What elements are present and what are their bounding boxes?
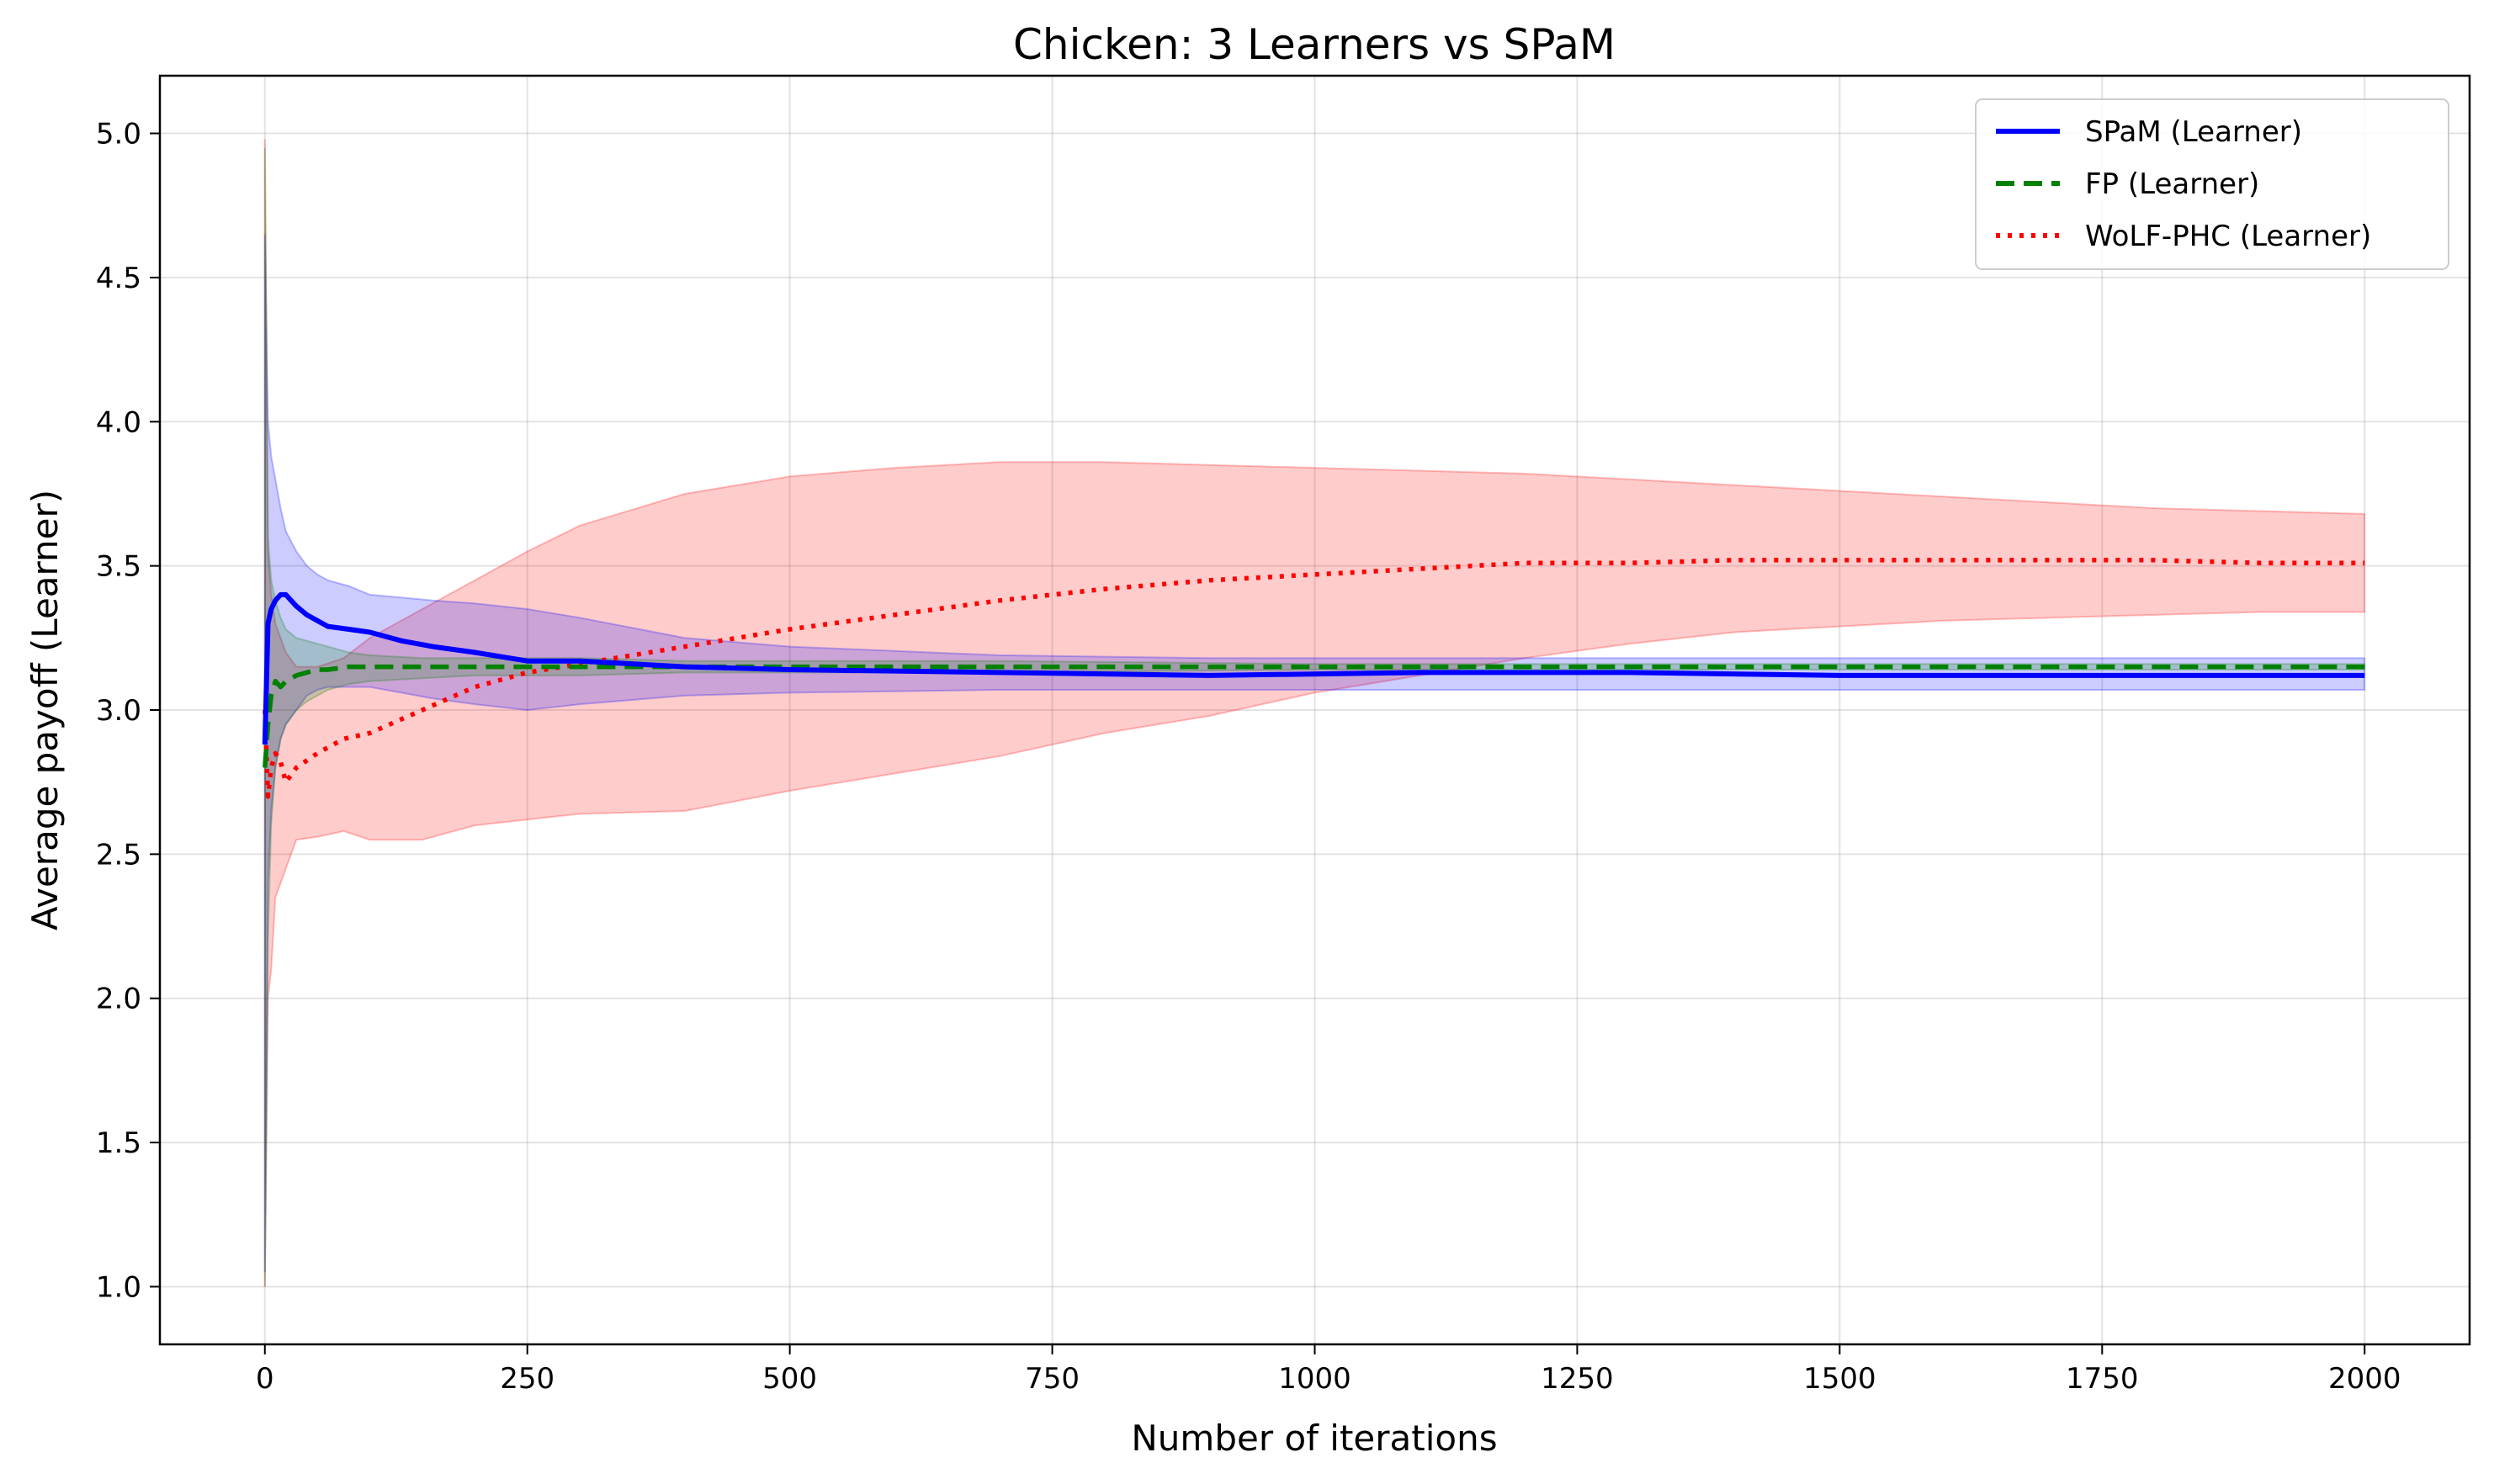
confidence-bands <box>263 139 2366 1287</box>
x-tick-label: 250 <box>500 1362 555 1396</box>
spam-learner-band <box>263 234 2366 1273</box>
spam-learner-line <box>262 591 2365 745</box>
y-tick-label: 4.0 <box>96 405 141 439</box>
x-tick-label: 1750 <box>2066 1362 2139 1396</box>
y-tick-label: 1.5 <box>96 1126 141 1160</box>
fp-learner-legend-label: FP (Learner) <box>2085 167 2259 201</box>
series-lines <box>262 558 2365 799</box>
x-tick-label: 1250 <box>1541 1362 1614 1396</box>
y-tick-label: 2.5 <box>96 838 141 872</box>
y-axis-label: Average payoff (Learner) <box>24 490 66 930</box>
plot-area <box>160 76 2470 1344</box>
x-tick-label: 0 <box>256 1362 274 1396</box>
y-tick-label: 3.5 <box>96 550 141 584</box>
chart-title: Chicken: 3 Learners vs SPaM <box>1013 20 1616 69</box>
legend-entries: SPaM (Learner) FP (Learner) WoLF-PHC (Lear… <box>1996 115 2371 253</box>
y-axis-ticks: 1.0 1.5 2.0 2.5 3.0 3.5 4.0 4.5 5.0 <box>96 118 160 1304</box>
fp-learner-line <box>263 664 2365 768</box>
y-tick-label: 5.0 <box>96 118 141 151</box>
x-axis-label: Number of iterations <box>1131 1418 1497 1459</box>
x-tick-label: 1000 <box>1278 1362 1351 1396</box>
x-tick-label: 750 <box>1025 1362 1080 1396</box>
y-tick-label: 4.5 <box>96 262 141 295</box>
fp-learner-band <box>263 147 2366 1287</box>
x-tick-label: 2000 <box>2328 1362 2401 1396</box>
y-tick-label: 3.0 <box>96 694 141 728</box>
grid <box>160 76 2470 1344</box>
y-tick-label: 2.0 <box>96 983 141 1016</box>
x-tick-label: 500 <box>762 1362 817 1396</box>
spam-learner-legend-label: SPaM (Learner) <box>2085 115 2302 149</box>
wolf-phc-learner-line <box>263 558 2365 799</box>
wolf-phc-learner-band <box>263 139 2366 1287</box>
y-tick-label: 1.0 <box>96 1270 141 1304</box>
legend: SPaM (Learner) FP (Learner) WoLF-PHC (Lear… <box>1975 98 2449 270</box>
legend-box <box>1975 98 2449 270</box>
x-tick-label: 1500 <box>1803 1362 1876 1396</box>
wolf-phc-learner-legend-label: WoLF-PHC (Learner) <box>2085 220 2371 253</box>
x-axis-ticks: 0 250 500 750 1000 1250 1500 1750 2000 <box>256 1344 2401 1396</box>
